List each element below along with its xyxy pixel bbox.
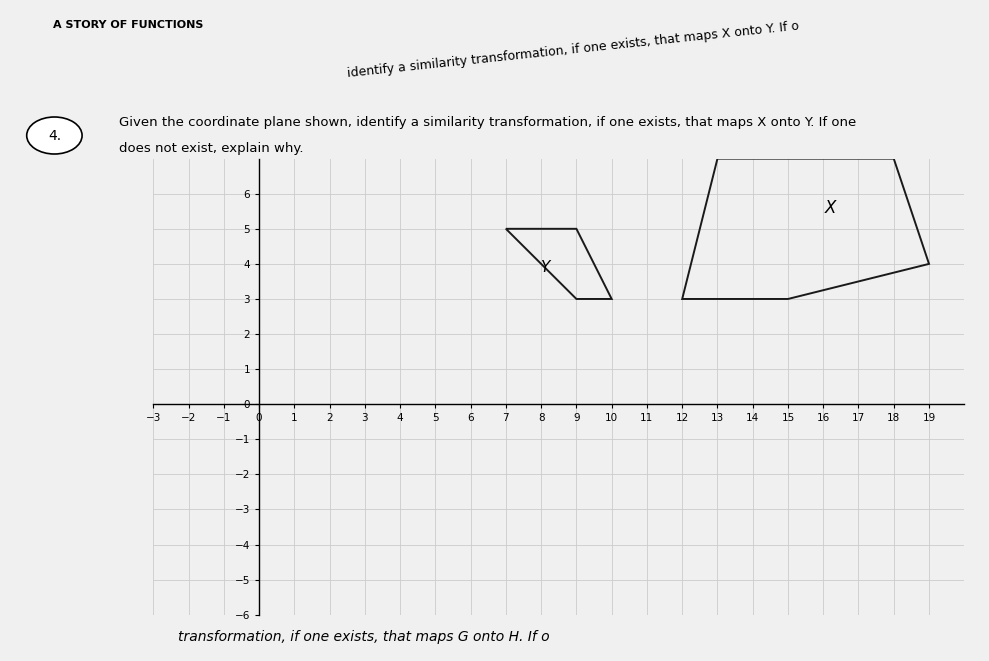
Text: Y: Y: [540, 260, 549, 275]
Text: 4.: 4.: [47, 128, 61, 143]
Text: identify a similarity transformation, if one exists, that maps X onto Y. If o: identify a similarity transformation, if…: [346, 20, 799, 80]
Text: transformation, if one exists, that maps G onto H. If o: transformation, if one exists, that maps…: [178, 631, 550, 644]
Text: does not exist, explain why.: does not exist, explain why.: [119, 142, 304, 155]
Text: Given the coordinate plane shown, identify a similarity transformation, if one e: Given the coordinate plane shown, identi…: [119, 116, 855, 129]
Text: A STORY OF FUNCTIONS: A STORY OF FUNCTIONS: [53, 20, 204, 30]
Circle shape: [27, 117, 82, 154]
Text: X: X: [825, 199, 836, 217]
